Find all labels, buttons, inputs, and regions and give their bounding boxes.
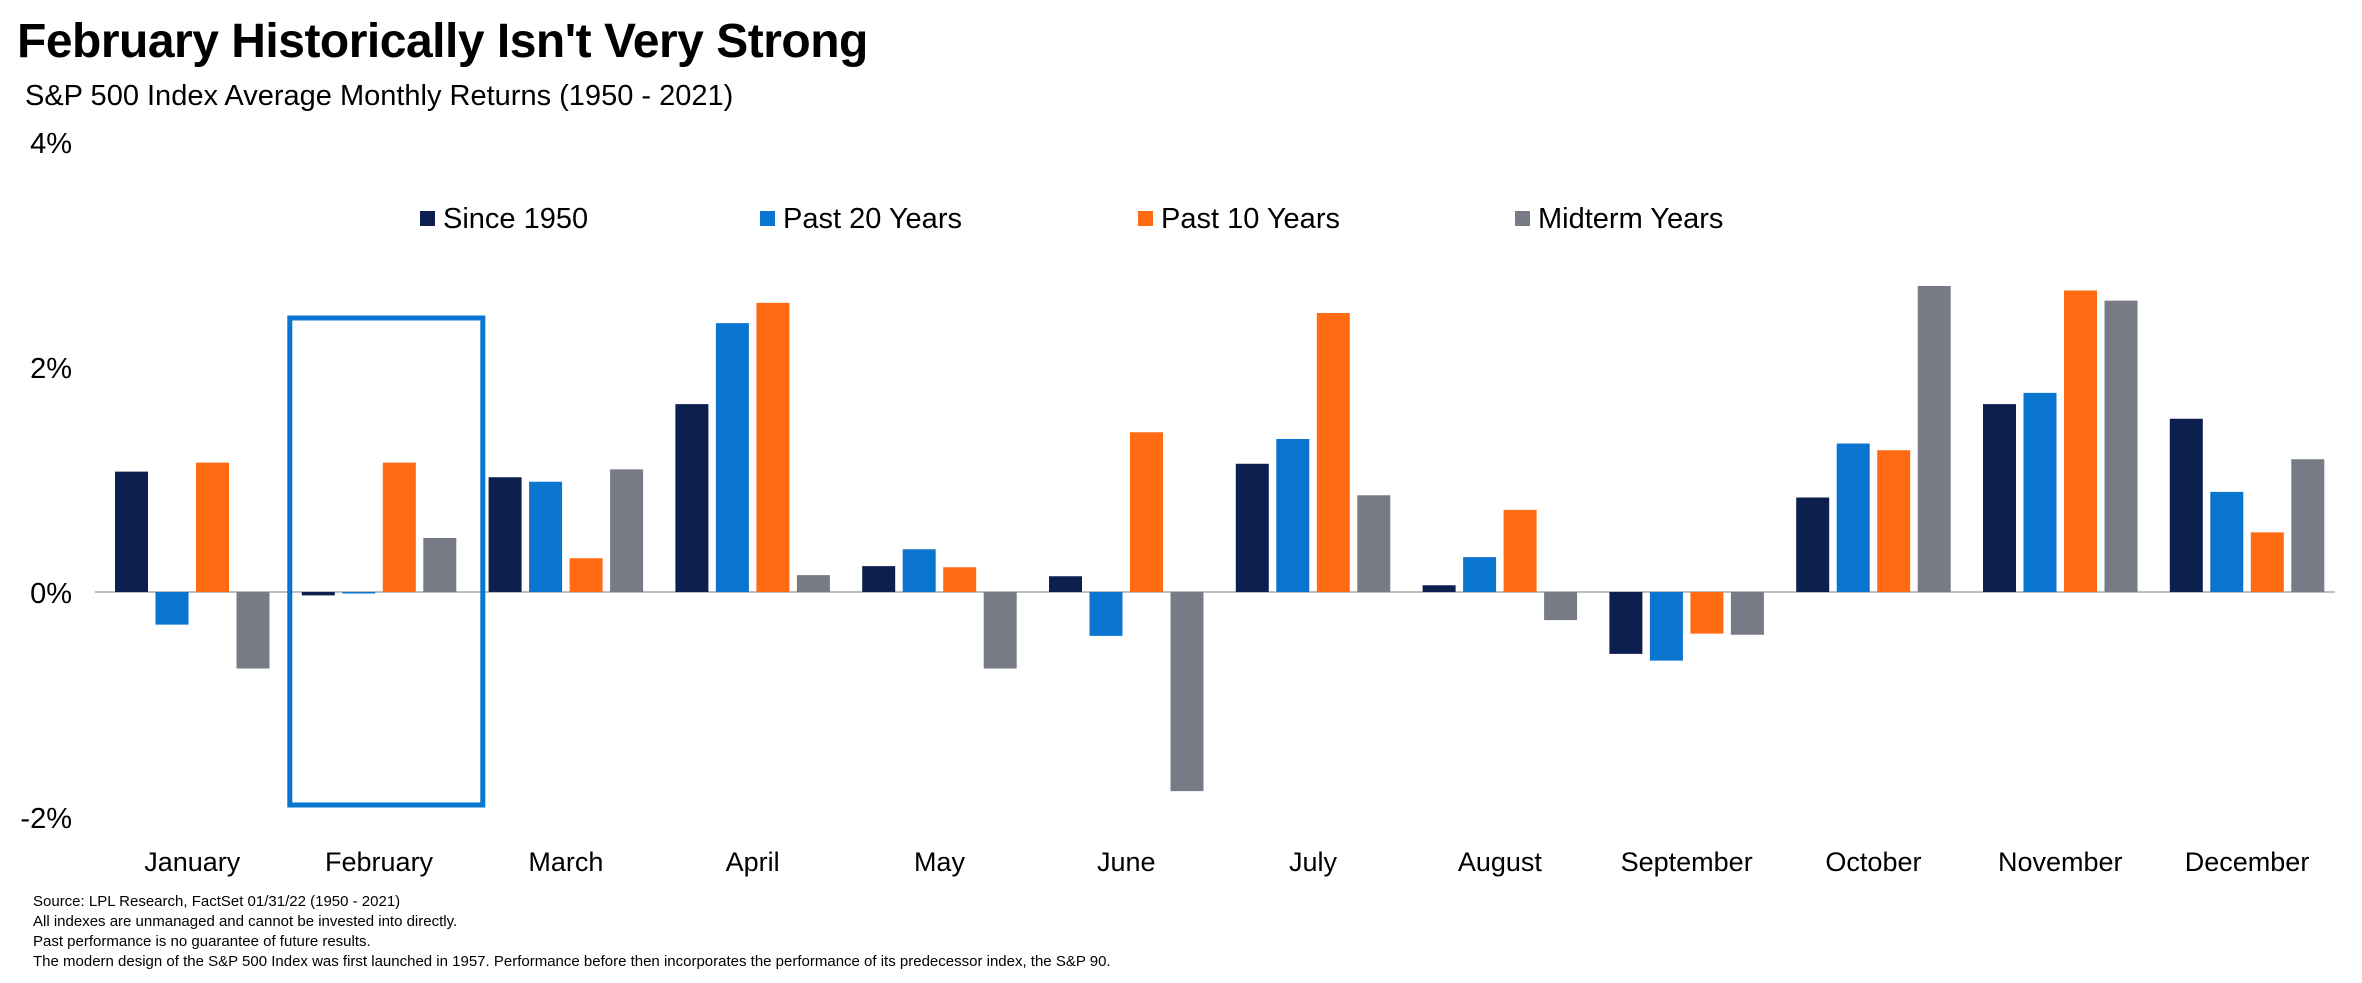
- x-tick-label: December: [2185, 847, 2310, 877]
- bar-january-midterm-years: [236, 592, 270, 669]
- legend-swatch: [420, 211, 435, 226]
- x-tick-label: June: [1097, 847, 1156, 877]
- x-tick-label: October: [1825, 847, 1921, 877]
- bar-may-past-10-years: [943, 567, 977, 592]
- bar-november-since-1950: [1983, 404, 2016, 592]
- bar-august-past-10-years: [1503, 509, 1537, 592]
- x-tick-label: May: [914, 847, 966, 877]
- bar-july-past-20-years: [1276, 439, 1310, 592]
- february-highlight-group: [287, 315, 486, 808]
- bar-september-past-10-years: [1690, 592, 1724, 634]
- legend-label: Midterm Years: [1538, 203, 1723, 235]
- bar-february-midterm-years: [423, 538, 457, 592]
- bar-october-past-10-years: [1877, 450, 1911, 592]
- bar-june-since-1950: [1049, 576, 1082, 592]
- bar-may-past-20-years: [902, 549, 936, 592]
- footnote-source: Source: LPL Research, FactSet 01/31/22 (…: [33, 893, 401, 910]
- bar-march-midterm-years: [610, 469, 644, 592]
- bar-october-past-20-years: [1836, 443, 1870, 592]
- bar-march-since-1950: [488, 477, 522, 592]
- x-tick-label: November: [1998, 847, 2123, 877]
- bar-july-midterm-years: [1357, 495, 1391, 592]
- footnote-indexes: All indexes are unmanaged and cannot be …: [33, 913, 458, 930]
- bar-june-midterm-years: [1170, 592, 1204, 792]
- bar-may-midterm-years: [983, 592, 1017, 669]
- y-tick-label: 4%: [30, 128, 72, 160]
- legend-label: Past 20 Years: [783, 203, 962, 235]
- bar-february-since-1950: [301, 592, 335, 596]
- footnotes: Source: LPL Research, FactSet 01/31/22 (…: [33, 892, 1111, 972]
- bar-september-past-20-years: [1649, 592, 1683, 661]
- legend: Since 1950 Past 20 Years Past 10 Years Midt…: [420, 203, 1723, 235]
- bar-december-since-1950: [2169, 418, 2203, 592]
- y-tick-label: -2%: [20, 803, 72, 835]
- bar-december-past-10-years: [2250, 532, 2284, 592]
- bar-july-since-1950: [1235, 463, 1269, 592]
- chart-subtitle: S&P 500 Index Average Monthly Returns (1…: [25, 80, 734, 112]
- x-tick-label: February: [325, 847, 434, 877]
- bar-april-past-20-years: [715, 323, 749, 592]
- bar-august-past-20-years: [1463, 557, 1497, 592]
- y-tick-label: 2%: [30, 353, 72, 385]
- x-tick-label: April: [726, 847, 780, 877]
- legend-label: Since 1950: [443, 203, 588, 235]
- bar-september-midterm-years: [1730, 592, 1764, 635]
- x-tick-label: August: [1458, 847, 1543, 877]
- x-tick-label: January: [144, 847, 241, 877]
- chart-title: February Historically Isn't Very Strong: [17, 15, 868, 68]
- legend-swatch: [760, 211, 775, 226]
- bar-february-past-20-years: [342, 592, 376, 594]
- bar-may-since-1950: [862, 566, 896, 592]
- bar-november-past-20-years: [2023, 392, 2057, 592]
- legend-label: Past 10 Years: [1161, 203, 1340, 235]
- bar-april-past-10-years: [756, 302, 790, 592]
- y-tick-label: 0%: [30, 578, 72, 610]
- bar-july-past-10-years: [1316, 313, 1350, 592]
- bar-january-since-1950: [115, 471, 148, 592]
- footnote-past-performance: Past performance is no guarantee of futu…: [33, 933, 371, 950]
- bar-february-past-10-years: [382, 462, 416, 592]
- bars-group: [115, 286, 2325, 792]
- bar-september-since-1950: [1609, 592, 1643, 654]
- x-tick-label: July: [1289, 847, 1338, 877]
- bar-june-past-20-years: [1089, 592, 1123, 636]
- bar-april-since-1950: [675, 404, 709, 592]
- bar-june-past-10-years: [1130, 432, 1163, 592]
- bar-december-past-20-years: [2210, 491, 2244, 592]
- bar-december-midterm-years: [2291, 459, 2325, 592]
- bar-chart: 4% 2% 0% -2% January February March April May Ju…: [20, 128, 2335, 877]
- y-axis-ticks: 4% 2% 0% -2%: [20, 128, 72, 835]
- bar-march-past-10-years: [569, 558, 603, 592]
- bar-january-past-10-years: [196, 462, 229, 592]
- bar-august-since-1950: [1422, 585, 1456, 592]
- bar-october-since-1950: [1796, 497, 1830, 592]
- x-axis-labels: January February March April May June July Augu…: [144, 847, 2309, 877]
- bar-october-midterm-years: [1917, 286, 1951, 592]
- bar-january-past-20-years: [155, 592, 189, 625]
- legend-swatch: [1138, 211, 1153, 226]
- footnote-modern-design: The modern design of the S&P 500 Index w…: [33, 953, 1111, 970]
- highlight-box: [287, 315, 486, 808]
- x-tick-label: September: [1621, 847, 1753, 877]
- bar-august-midterm-years: [1544, 592, 1578, 621]
- bar-april-midterm-years: [796, 575, 830, 592]
- legend-swatch: [1515, 211, 1530, 226]
- x-tick-label: March: [528, 847, 603, 877]
- bar-november-past-10-years: [2064, 290, 2097, 592]
- bar-march-past-20-years: [529, 481, 563, 592]
- bar-november-midterm-years: [2104, 300, 2138, 592]
